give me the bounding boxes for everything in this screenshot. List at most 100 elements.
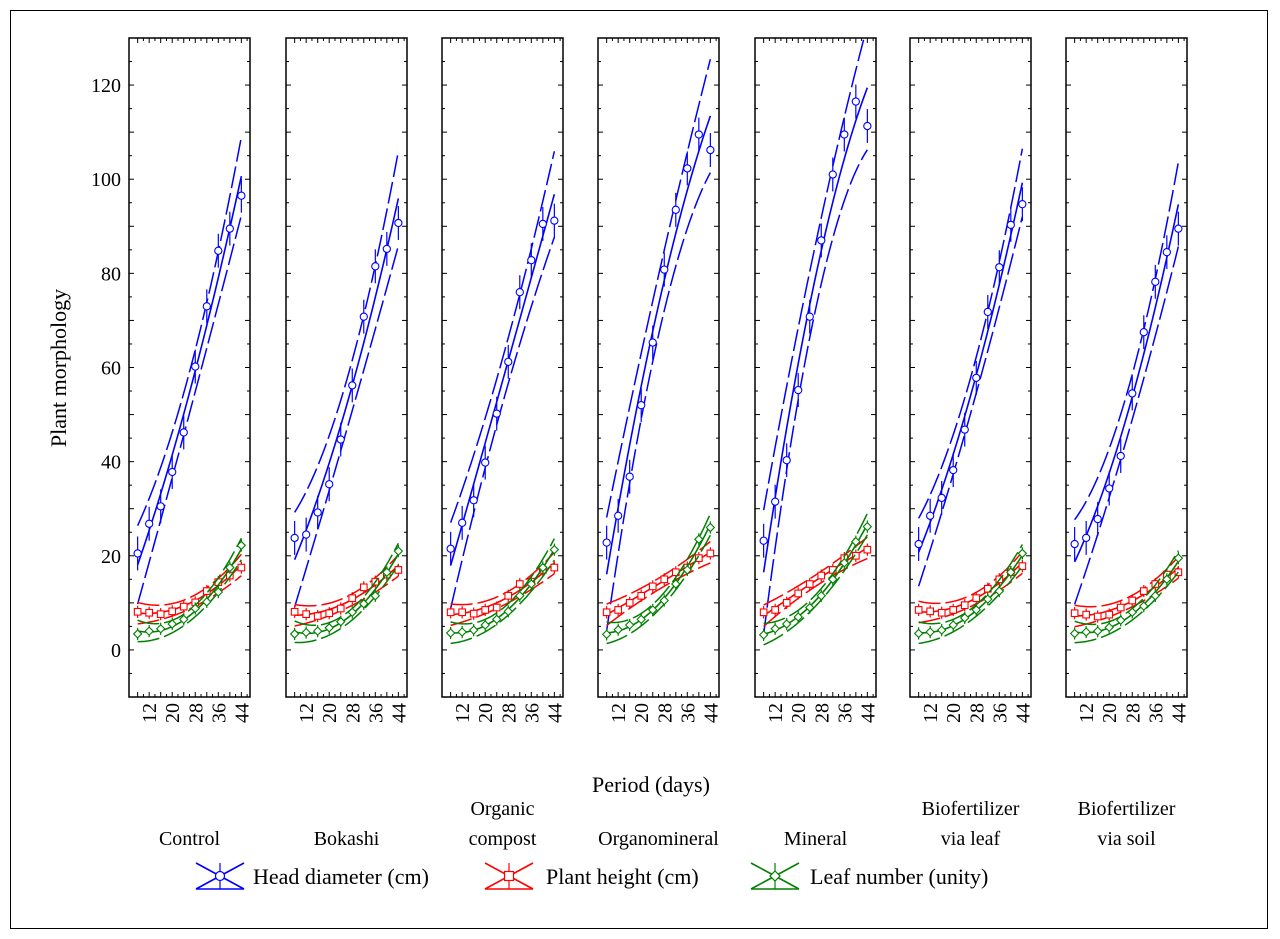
panel-control: 12 20 28 36 44 [128, 37, 253, 723]
x-tick-label: 12 [139, 703, 161, 723]
series-plant-height-cm [450, 551, 555, 627]
data-point-square [805, 580, 814, 588]
data-point-diamond [770, 623, 780, 634]
x-tick-label: 20 [475, 703, 497, 723]
panel-biofertilizer-via-leaf: 12 20 28 36 44 [909, 37, 1034, 723]
data-point-circle [851, 97, 860, 106]
data-point-circle [782, 456, 791, 465]
data-point-square [949, 606, 958, 614]
data-point-square [660, 575, 669, 584]
data-point-square [179, 602, 188, 611]
series-plant-height-cm [918, 551, 1023, 624]
confidence-lower [1073, 246, 1180, 605]
confidence-lower [136, 215, 243, 605]
data-point-diamond [347, 607, 358, 618]
data-point-circle [648, 338, 657, 347]
data-point-square [168, 607, 177, 616]
confidence-lower [449, 236, 556, 609]
data-point-diamond [758, 630, 769, 640]
confidence-upper [762, 38, 865, 511]
x-tick-label: 44 [857, 703, 879, 723]
data-point-circle [817, 236, 826, 245]
confidence-lower [137, 575, 242, 625]
data-point-diamond [1017, 548, 1028, 559]
data-point-circle [202, 302, 211, 311]
legend-item-head-diameter-cm: Head diameter (cm) [195, 862, 429, 890]
data-point-square [637, 591, 646, 600]
confidence-upper [449, 151, 556, 523]
data-point-square [336, 604, 345, 613]
data-point-square [515, 580, 524, 588]
data-point-diamond [983, 594, 993, 604]
data-point-circle [179, 428, 188, 437]
data-point-circle [469, 496, 478, 505]
data-point-circle [983, 307, 992, 317]
data-point-circle [133, 549, 142, 558]
panel-label-bokashi: Bokashi [314, 828, 380, 850]
data-point-square [1116, 603, 1125, 612]
data-point-square [492, 603, 501, 612]
confidence-upper [136, 136, 243, 526]
fit-line [137, 548, 243, 633]
data-point-diamond [1092, 626, 1103, 636]
data-point-square [237, 563, 246, 572]
data-point-circle [515, 288, 524, 297]
fit-line [762, 87, 869, 573]
fit-line [294, 553, 400, 635]
confidence-upper [137, 537, 243, 625]
y-tick-label: 120 [91, 75, 121, 97]
data-point-circle [458, 518, 467, 527]
data-point-diamond [324, 623, 334, 633]
data-point-square [156, 610, 165, 619]
data-point-square [458, 608, 467, 617]
data-point-circle [1139, 328, 1148, 337]
data-point-circle [614, 511, 623, 520]
data-point-diamond [1081, 627, 1091, 637]
data-point-square [481, 606, 490, 614]
panel-biofertilizer-via-soil: 12 20 28 36 44 [1065, 37, 1190, 723]
data-point-circle [625, 472, 634, 481]
data-point-circle [394, 218, 403, 228]
data-point-diamond [301, 627, 311, 638]
series-head-diameter-cm [917, 148, 1024, 587]
y-tick-label: 40 [101, 452, 121, 474]
data-point-diamond [936, 625, 947, 635]
x-tick-label: 28 [342, 703, 364, 723]
series-leaf-number-unity [606, 513, 712, 645]
data-point-circle [937, 493, 946, 503]
data-point-diamond [948, 620, 958, 630]
y-tick-label: 60 [101, 358, 121, 380]
data-point-square [614, 606, 623, 614]
confidence-upper [1074, 556, 1179, 608]
data-point-diamond [994, 586, 1005, 596]
data-point-circle [914, 539, 923, 549]
data-point-diamond [601, 629, 612, 640]
data-point-circle [840, 130, 849, 139]
data-point-circle [995, 263, 1004, 272]
data-point-diamond [781, 619, 792, 629]
confidence-lower [762, 149, 868, 635]
series-plant-height-cm [763, 536, 868, 628]
data-point-diamond [1006, 567, 1016, 578]
confidence-lower [294, 575, 399, 627]
x-tick-label: 28 [654, 703, 676, 723]
panel-label-organic-compost: compost [469, 828, 537, 850]
data-point-square [1105, 610, 1114, 619]
data-point-square [782, 599, 791, 607]
fit-line [918, 562, 1023, 613]
data-point-square [914, 606, 923, 614]
data-point-diamond [515, 591, 525, 601]
data-point-square [851, 551, 860, 560]
panel-label-organic-compost: Organic [470, 798, 534, 820]
data-point-circle [660, 265, 669, 274]
data-point-diamond [213, 587, 224, 597]
data-point-diamond [828, 574, 838, 585]
fit-line [293, 198, 400, 560]
series-plant-height-cm [606, 540, 711, 627]
confidence-upper [918, 551, 1023, 605]
data-point-diamond [370, 591, 381, 601]
fit-line [918, 554, 1024, 634]
data-point-circle [504, 357, 513, 367]
data-point-diamond [647, 605, 658, 615]
data-point-square [960, 601, 969, 610]
